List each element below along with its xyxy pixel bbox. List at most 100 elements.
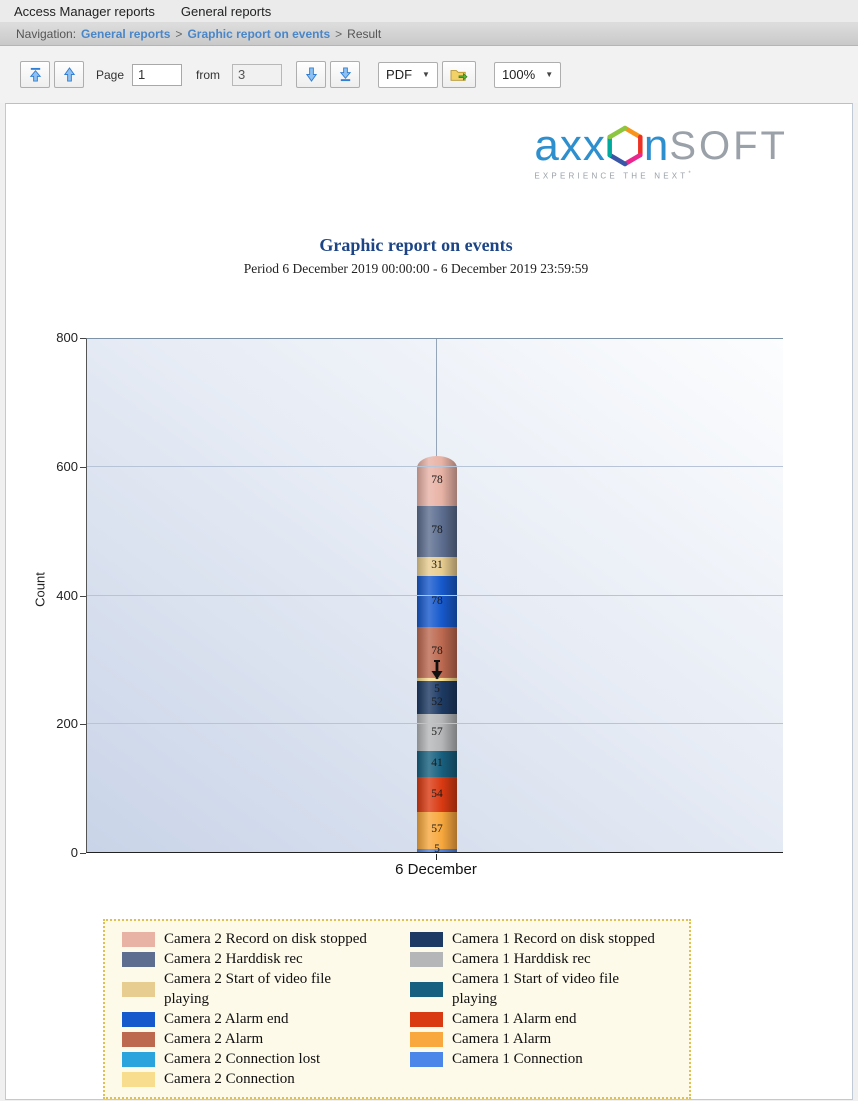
logo-hexagon-icon	[607, 125, 643, 167]
arrow-up-to-bar-icon	[29, 67, 41, 82]
export-format-select[interactable]: PDF ▼	[378, 61, 438, 88]
breadcrumb-link-general-reports[interactable]: General reports	[81, 27, 171, 41]
y-tick-label: 800	[56, 330, 78, 345]
chart-legend: Camera 2 Record on disk stopped Camera 2 …	[103, 919, 691, 1099]
zoom-select[interactable]: 100% ▼	[493, 61, 562, 88]
last-page-button[interactable]	[330, 61, 361, 88]
legend-item: Camera 2 Alarm	[122, 1029, 410, 1049]
legend-swatch	[410, 1031, 443, 1047]
breadcrumb-prefix: Navigation:	[16, 27, 77, 41]
legend-swatch	[122, 1071, 155, 1087]
legend-swatch	[122, 1031, 155, 1047]
legend-swatch	[122, 1011, 155, 1027]
legend-label: Camera 1 Start of video file playing	[452, 971, 620, 1007]
segment-value-label: 31	[431, 559, 443, 572]
legend-item: Camera 1 Alarm	[410, 1029, 689, 1049]
bar-segment	[417, 777, 457, 813]
y-axis-title: Count	[32, 572, 48, 607]
legend-item: Camera 2 Record on disk stopped	[122, 929, 410, 949]
legend-item: Camera 1 Connection	[410, 1049, 689, 1069]
legend-column: Camera 2 Record on disk stopped Camera 2 …	[122, 929, 410, 1089]
legend-item: Camera 2 Harddisk rec	[122, 949, 410, 969]
segment-value-label: 52	[431, 696, 443, 709]
gridline	[87, 465, 783, 467]
bar-segment	[417, 714, 457, 751]
mouse-cursor-icon	[431, 660, 443, 680]
y-tick-label: 400	[56, 587, 78, 603]
breadcrumb-separator: >	[335, 27, 343, 41]
y-tick-mark	[80, 338, 86, 339]
segment-value-label: 5	[434, 683, 440, 696]
bar-segment	[417, 750, 457, 778]
x-tick-label: 6 December	[395, 861, 477, 878]
bar-segment	[417, 812, 457, 849]
plot-area: 78783178781552574154575	[86, 337, 783, 855]
gridline	[87, 723, 783, 725]
legend-item: Camera 1 Alarm end	[410, 1009, 689, 1029]
legend-item: Camera 2 Start of video file playing	[122, 969, 410, 1009]
legend-label: Camera 2 Start of video file playing	[164, 971, 332, 1007]
bar-segment	[417, 576, 457, 627]
zoom-value: 100%	[501, 67, 536, 82]
legend-item: Camera 1 Record on disk stopped	[410, 929, 689, 949]
legend-item: Camera 2 Alarm end	[122, 1009, 410, 1029]
top-tab-bar: Access Manager reports General reports	[0, 0, 858, 23]
y-axis: 0 200 400 600 800	[6, 330, 86, 860]
tab-access-manager-reports[interactable]: Access Manager reports	[14, 3, 155, 19]
y-tick-label: 600	[56, 458, 78, 474]
arrow-down-icon	[305, 67, 317, 82]
legend-swatch	[122, 951, 155, 967]
page-number-input[interactable]	[132, 63, 183, 86]
legend-swatch	[410, 951, 443, 967]
next-page-button[interactable]	[296, 61, 327, 88]
first-page-button[interactable]	[20, 61, 50, 88]
axxonsoft-logo: axx n SOFT EXPERIENCE THE NEXT*	[534, 124, 788, 181]
logo-tagline: EXPERIENCE THE NEXT*	[534, 171, 788, 181]
from-label: from	[196, 67, 221, 82]
logo-text-axx: axx	[534, 121, 606, 170]
legend-item: Camera 2 Connection lost	[122, 1049, 410, 1069]
y-tick-mark	[80, 724, 86, 726]
breadcrumb-current: Result	[347, 27, 382, 41]
legend-label: Camera 2 Harddisk rec	[164, 951, 303, 967]
legend-swatch	[122, 981, 155, 997]
chevron-down-icon: ▼	[545, 70, 554, 79]
export-format-value: PDF	[386, 67, 413, 82]
report-page: axx n SOFT EXPERIENCE THE NEXT* Graphic r…	[5, 103, 853, 1100]
segment-value-label: 78	[431, 644, 443, 657]
y-tick-label: 0	[70, 845, 78, 860]
logo-tagline-text: EXPERIENCE THE NEXT	[534, 171, 689, 181]
legend-label: Camera 1 Alarm	[452, 1031, 552, 1047]
report-period: Period 6 December 2019 00:00:00 - 6 Dece…	[243, 261, 589, 276]
gridline	[87, 594, 783, 596]
tab-general-reports[interactable]: General reports	[180, 3, 272, 19]
legend-label: Camera 2 Connection	[164, 1071, 295, 1087]
logo-tagline-mark: *	[688, 171, 694, 177]
bar-segment	[417, 456, 457, 507]
arrow-down-to-bar-icon	[339, 67, 351, 82]
legend-label: Camera 2 Record on disk stopped	[164, 931, 367, 947]
arrow-up-icon	[63, 67, 75, 82]
legend-column: Camera 1 Record on disk stopped Camera 1 …	[410, 929, 689, 1089]
bar-segment	[417, 506, 457, 557]
page-title: Graphic report on events	[319, 235, 513, 255]
total-pages-field	[232, 63, 283, 86]
legend-item: Camera 1 Harddisk rec	[410, 949, 689, 969]
y-tick-mark	[80, 466, 86, 468]
segment-value-label: 54	[431, 787, 443, 800]
legend-label: Camera 2 Alarm	[164, 1031, 264, 1047]
export-button[interactable]	[441, 61, 476, 88]
segment-value-label: 41	[431, 757, 443, 770]
stacked-bar: 78783178781552574154575	[417, 337, 457, 855]
breadcrumb-link-graphic-report[interactable]: Graphic report on events	[187, 27, 331, 41]
legend-item: Camera 1 Start of video file playing	[410, 969, 689, 1009]
legend-swatch	[410, 1011, 443, 1027]
y-tick-mark	[80, 853, 86, 854]
legend-label: Camera 1 Harddisk rec	[452, 951, 591, 967]
segment-value-label: 57	[431, 823, 443, 836]
previous-page-button[interactable]	[54, 61, 84, 88]
legend-label: Camera 1 Connection	[452, 1051, 583, 1067]
y-tick-label: 200	[56, 716, 78, 732]
segment-value-label: 78	[431, 474, 443, 487]
legend-swatch	[410, 1051, 443, 1067]
